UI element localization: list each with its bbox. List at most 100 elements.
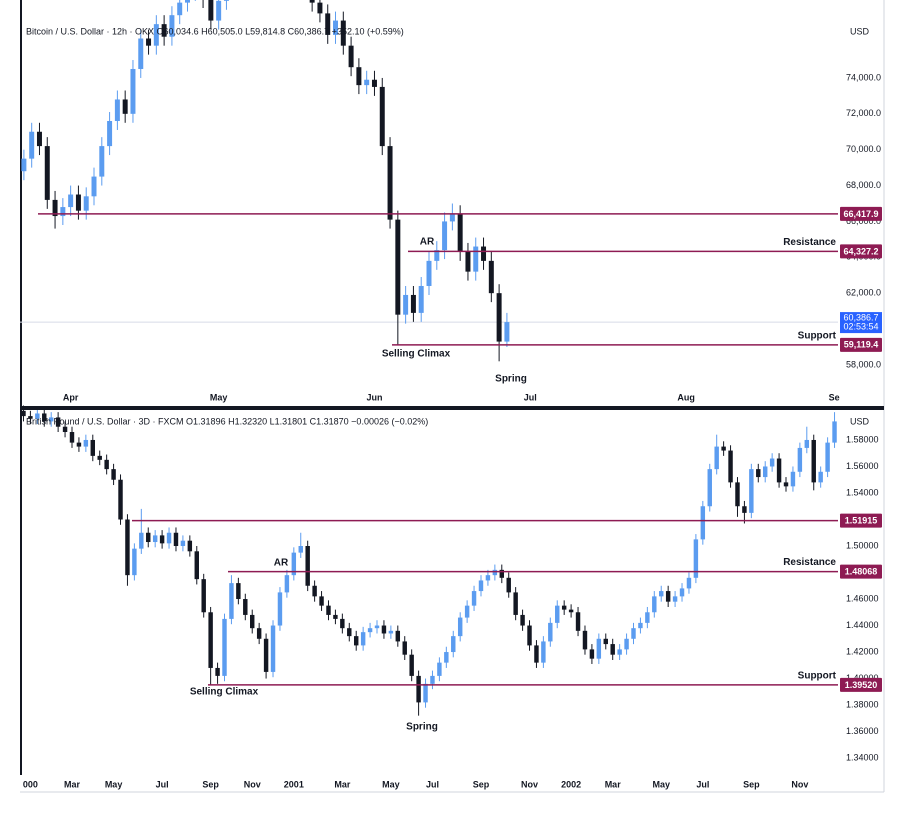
candle-body bbox=[201, 579, 206, 613]
y-tick-label: 1.42000 bbox=[846, 646, 879, 656]
candles bbox=[21, 405, 837, 716]
level-name: Resistance bbox=[783, 237, 836, 248]
candle-body bbox=[364, 79, 370, 86]
candle-body bbox=[367, 628, 373, 633]
candle-body bbox=[166, 532, 172, 544]
candle-body bbox=[471, 591, 477, 606]
x-tick-label: Sep bbox=[473, 779, 490, 789]
y-tick-label: 1.44000 bbox=[846, 620, 879, 630]
candle-body bbox=[298, 546, 303, 553]
candle-body bbox=[714, 446, 719, 470]
candle-body bbox=[125, 519, 130, 576]
candle-body bbox=[222, 618, 227, 676]
candle-body bbox=[617, 649, 622, 655]
candle-body bbox=[215, 667, 220, 676]
x-tick-label: Jun bbox=[366, 392, 382, 402]
candle-body bbox=[499, 569, 505, 578]
y-tick-label: 1.46000 bbox=[846, 593, 879, 603]
chart-title: Bitcoin / U.S. Dollar · 12h · OKX O60,03… bbox=[26, 26, 404, 36]
y-tick-label: 1.50000 bbox=[846, 540, 879, 550]
candle-body bbox=[169, 15, 175, 37]
x-tick-label: 2002 bbox=[561, 779, 581, 789]
level-label-box bbox=[840, 564, 882, 579]
candle-body bbox=[55, 417, 61, 427]
candle-body bbox=[449, 214, 455, 222]
candle-body bbox=[177, 2, 183, 16]
level-label-box bbox=[840, 206, 882, 221]
candle-body bbox=[208, 612, 213, 668]
candle-body bbox=[333, 614, 338, 619]
candle-body bbox=[371, 79, 377, 87]
pane-divider bbox=[20, 406, 884, 410]
x-tick-label: Mar bbox=[334, 779, 351, 789]
candle-body bbox=[624, 638, 629, 650]
candle-body bbox=[426, 260, 432, 286]
x-tick-label: Nov bbox=[791, 779, 808, 789]
candle-body bbox=[548, 622, 553, 642]
level-label: 1.48068 bbox=[845, 566, 878, 576]
candle-body bbox=[437, 662, 442, 676]
candle-body bbox=[492, 569, 498, 576]
candle-body bbox=[504, 322, 510, 342]
candle-body bbox=[596, 638, 602, 659]
candle-body bbox=[356, 67, 362, 86]
y-tick-label: 70,000.0 bbox=[846, 144, 881, 154]
candle-body bbox=[91, 176, 97, 197]
candle-body bbox=[568, 609, 574, 613]
candle-body bbox=[457, 214, 463, 252]
candle-body bbox=[395, 630, 401, 642]
candle-body bbox=[185, 0, 190, 3]
x-tick-label: Nov bbox=[244, 779, 261, 789]
candle-body bbox=[99, 146, 105, 177]
candle-body bbox=[159, 535, 165, 544]
candle-body bbox=[21, 158, 27, 172]
candle-body bbox=[340, 618, 345, 629]
y-tick-label: 1.38000 bbox=[846, 699, 879, 709]
candle-body bbox=[478, 580, 484, 592]
candle-body bbox=[250, 614, 255, 629]
candle-body bbox=[62, 426, 68, 433]
level-label-box bbox=[840, 513, 882, 528]
candle-body bbox=[97, 455, 102, 460]
candle-body bbox=[263, 638, 269, 672]
candle-body bbox=[473, 246, 479, 272]
annotation: Selling Climax bbox=[382, 349, 451, 360]
candle-body bbox=[561, 605, 567, 610]
candle-body bbox=[742, 506, 747, 513]
candle-body bbox=[403, 294, 409, 315]
candle-body bbox=[146, 38, 152, 46]
candle-body bbox=[291, 552, 297, 576]
x-tick-label: May bbox=[105, 779, 123, 789]
candle-body bbox=[326, 605, 331, 615]
candle-body bbox=[236, 583, 241, 600]
candle-body bbox=[76, 442, 82, 447]
level-label: 64,327.2 bbox=[843, 246, 878, 256]
candle-body bbox=[506, 577, 511, 593]
candle-body bbox=[659, 591, 664, 597]
candle-body bbox=[783, 482, 789, 487]
candle-body bbox=[402, 641, 407, 655]
last-price-box bbox=[840, 312, 882, 334]
candle-body bbox=[90, 439, 96, 456]
candle-body bbox=[319, 596, 324, 606]
candle-body bbox=[575, 612, 581, 631]
candle-body bbox=[223, 0, 229, 1]
candle-body bbox=[811, 439, 816, 483]
candle-body bbox=[410, 294, 416, 313]
candle-body bbox=[360, 632, 366, 646]
candle-body bbox=[496, 293, 502, 342]
candle-body bbox=[818, 471, 823, 483]
candle-body bbox=[132, 548, 137, 576]
candle-body bbox=[603, 638, 608, 645]
candle-body bbox=[42, 413, 47, 422]
candle-body bbox=[388, 630, 394, 634]
level-label: 59,119.4 bbox=[844, 340, 879, 350]
candle-body bbox=[652, 596, 657, 613]
countdown-label: 02:53:54 bbox=[843, 321, 878, 331]
x-tick-label: Se bbox=[829, 392, 840, 402]
candle-body bbox=[83, 196, 89, 211]
candle-body bbox=[465, 251, 471, 272]
candle-body bbox=[638, 622, 643, 629]
candle-body bbox=[693, 539, 699, 578]
level-name: Support bbox=[798, 330, 837, 341]
